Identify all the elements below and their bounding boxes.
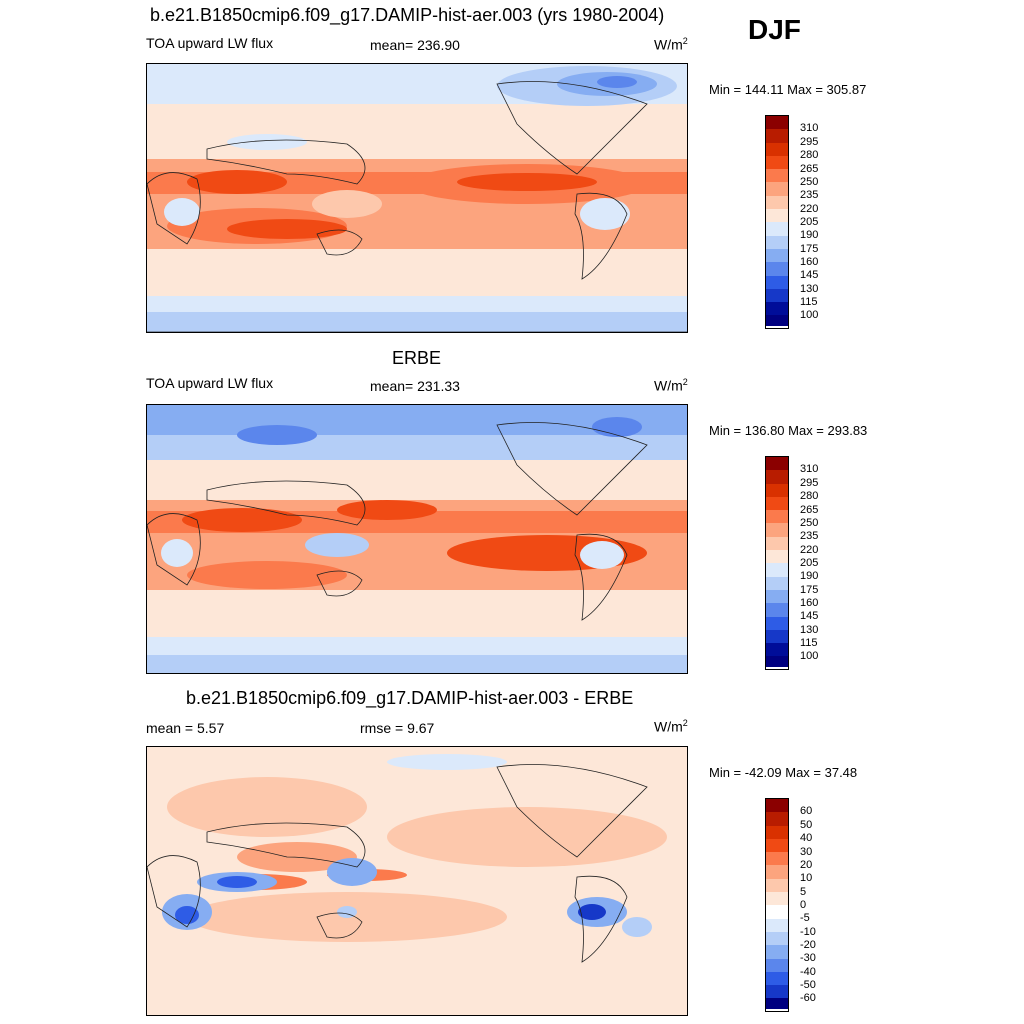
panel3-minmax: Min = -42.09 Max = 37.48	[709, 765, 858, 780]
panel1-title: b.e21.B1850cmip6.f09_g17.DAMIP-hist-aer.…	[150, 5, 665, 25]
colorbar-tick: 250	[800, 517, 819, 529]
colorbar-tick: 160	[800, 597, 819, 609]
panel2-mean-label: mean= 231.33	[370, 378, 460, 394]
colorbar-tick: -10	[800, 926, 816, 938]
colorbar-tick: 60	[800, 805, 813, 817]
colorbar-tick: 310	[800, 122, 819, 134]
colorbar-tick: 130	[800, 624, 819, 636]
colorbar-tick: 265	[800, 504, 819, 516]
colorbar-tick: 310	[800, 463, 819, 475]
colorbar-tick: 100	[800, 650, 819, 662]
colorbar-tick: 235	[800, 189, 819, 201]
colorbar-tick: 0	[800, 899, 807, 911]
panel3-rmse-label: rmse = 9.67	[360, 720, 435, 736]
colorbar-tick: 205	[800, 557, 819, 569]
colorbar-tick: 280	[800, 149, 819, 161]
panel1-units: W/m2	[654, 36, 688, 53]
panel3-map	[146, 746, 688, 1016]
colorbar-tick: 190	[800, 570, 819, 582]
colorbar-tick: 175	[800, 584, 819, 596]
colorbar-tick: -50	[800, 979, 816, 991]
panel1-colorbar	[765, 115, 789, 329]
colorbar-tick: 20	[800, 859, 813, 871]
panel2-colorbar	[765, 456, 789, 670]
colorbar-tick: 280	[800, 490, 819, 502]
colorbar-tick: 100	[800, 309, 819, 321]
panel2-minmax: Min = 136.80 Max = 293.83	[709, 423, 868, 438]
panel1-map	[146, 63, 688, 333]
colorbar-tick: -20	[800, 939, 816, 951]
panel1-minmax: Min = 144.11 Max = 305.87	[709, 82, 867, 97]
panel3-title: b.e21.B1850cmip6.f09_g17.DAMIP-hist-aer.…	[186, 688, 634, 708]
colorbar-tick: 115	[800, 637, 818, 649]
colorbar-tick: 235	[800, 530, 819, 542]
colorbar-tick: 30	[800, 846, 813, 858]
panel1-mean-label: mean= 236.90	[370, 37, 460, 53]
colorbar-tick: 265	[800, 163, 819, 175]
colorbar-tick: 5	[800, 886, 807, 898]
colorbar-tick: 10	[800, 872, 813, 884]
panel2-variable-label: TOA upward LW flux	[146, 375, 274, 391]
colorbar-tick: 130	[800, 283, 819, 295]
colorbar-tick: -30	[800, 952, 816, 964]
panel3-units: W/m2	[654, 718, 688, 735]
colorbar-tick: -5	[800, 912, 810, 924]
colorbar-tick: 220	[800, 544, 819, 556]
panel2-map	[146, 404, 688, 674]
panel3-colorbar	[765, 798, 789, 1012]
colorbar-tick: 220	[800, 203, 819, 215]
colorbar-tick: -60	[800, 992, 816, 1004]
season-label: DJF	[748, 14, 801, 45]
colorbar-tick: 175	[800, 243, 819, 255]
colorbar-tick: 190	[800, 229, 819, 241]
colorbar-tick: 295	[800, 136, 819, 148]
panel3-mean-label: mean = 5.57	[146, 720, 225, 736]
colorbar-tick: 145	[800, 269, 819, 281]
panel1-variable-label: TOA upward LW flux	[146, 35, 274, 51]
colorbar-tick: 250	[800, 176, 819, 188]
colorbar-tick: 50	[800, 819, 813, 831]
colorbar-tick: 205	[800, 216, 819, 228]
colorbar-tick: -40	[800, 966, 816, 978]
colorbar-tick: 145	[800, 610, 819, 622]
colorbar-tick: 115	[800, 296, 818, 308]
colorbar-tick: 295	[800, 477, 819, 489]
colorbar-tick: 40	[800, 832, 813, 844]
colorbar-tick: 160	[800, 256, 819, 268]
panel2-title: ERBE	[392, 348, 442, 368]
panel2-units: W/m2	[654, 377, 688, 394]
